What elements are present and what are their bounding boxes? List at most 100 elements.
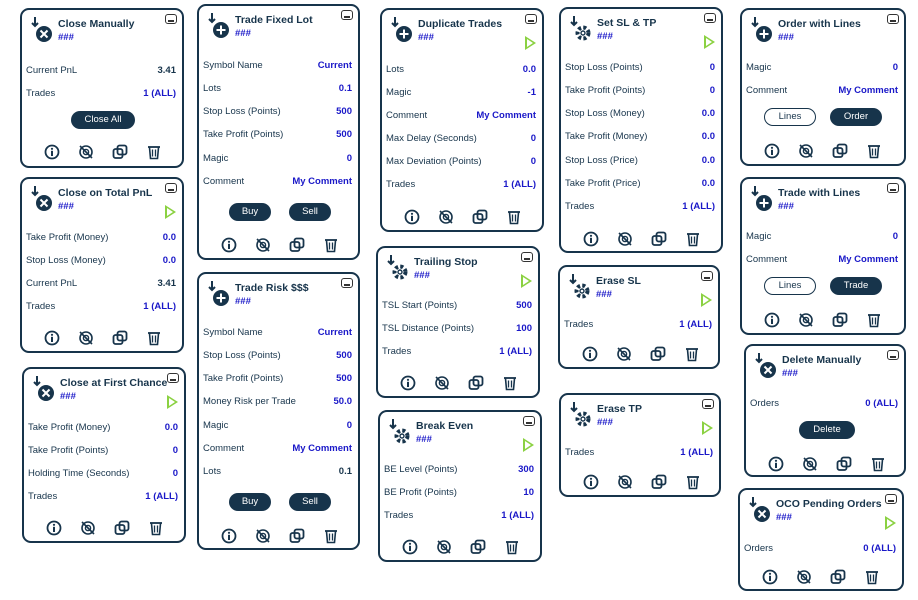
minimize-icon[interactable]: [702, 399, 714, 409]
play-icon[interactable]: [702, 421, 713, 435]
play-icon[interactable]: [165, 205, 176, 219]
info-icon[interactable]: [583, 474, 599, 490]
trash-icon[interactable]: [866, 312, 882, 328]
minimize-icon[interactable]: [887, 350, 899, 360]
trash-icon[interactable]: [684, 346, 700, 362]
order-button[interactable]: Order: [830, 108, 882, 126]
duplicate-icon[interactable]: [112, 144, 128, 160]
info-icon[interactable]: [221, 528, 237, 544]
no-magic-icon[interactable]: [78, 330, 94, 346]
no-magic-icon[interactable]: [617, 231, 633, 247]
panel-header: Duplicate Trades ###: [382, 10, 542, 50]
no-magic-icon[interactable]: [434, 375, 450, 391]
play-icon[interactable]: [885, 516, 896, 530]
duplicate-icon[interactable]: [468, 375, 484, 391]
close-all-button[interactable]: Close All: [71, 111, 135, 129]
no-magic-icon[interactable]: [438, 209, 454, 225]
play-icon[interactable]: [523, 438, 534, 452]
row-take-profit-price: Take Profit (Price) 0.0: [565, 178, 715, 189]
trash-icon[interactable]: [148, 520, 164, 536]
duplicate-icon[interactable]: [650, 346, 666, 362]
duplicate-icon[interactable]: [830, 569, 846, 585]
duplicate-icon[interactable]: [289, 528, 305, 544]
trash-icon[interactable]: [146, 330, 162, 346]
duplicate-icon[interactable]: [836, 456, 852, 472]
no-magic-icon[interactable]: [255, 237, 271, 253]
play-icon[interactable]: [704, 35, 715, 49]
lines-button[interactable]: Lines: [764, 108, 816, 126]
buy-button[interactable]: Buy: [229, 493, 271, 511]
info-icon[interactable]: [762, 569, 778, 585]
minimize-icon[interactable]: [887, 14, 899, 24]
trash-icon[interactable]: [504, 539, 520, 555]
buy-button[interactable]: Buy: [229, 203, 271, 221]
info-icon[interactable]: [582, 346, 598, 362]
trash-icon[interactable]: [685, 474, 701, 490]
lines-button[interactable]: Lines: [764, 277, 816, 295]
minimize-icon[interactable]: [165, 14, 177, 24]
minimize-icon[interactable]: [341, 10, 353, 20]
no-magic-icon[interactable]: [802, 456, 818, 472]
info-icon[interactable]: [402, 539, 418, 555]
info-icon[interactable]: [404, 209, 420, 225]
trash-icon[interactable]: [323, 528, 339, 544]
trash-icon[interactable]: [502, 375, 518, 391]
no-magic-icon[interactable]: [616, 346, 632, 362]
info-icon[interactable]: [44, 330, 60, 346]
no-magic-icon[interactable]: [798, 143, 814, 159]
info-icon[interactable]: [221, 237, 237, 253]
panel-title: Set SL & TP: [597, 17, 657, 29]
row-comment: Comment My Comment: [203, 443, 352, 454]
duplicate-icon[interactable]: [112, 330, 128, 346]
trash-icon[interactable]: [864, 569, 880, 585]
minimize-icon[interactable]: [523, 416, 535, 426]
trash-icon[interactable]: [866, 143, 882, 159]
minimize-icon[interactable]: [521, 252, 533, 262]
minimize-icon[interactable]: [885, 494, 897, 504]
info-icon[interactable]: [46, 520, 62, 536]
sell-button[interactable]: Sell: [289, 203, 331, 221]
duplicate-icon[interactable]: [832, 312, 848, 328]
info-icon[interactable]: [764, 143, 780, 159]
no-magic-icon[interactable]: [617, 474, 633, 490]
duplicate-icon[interactable]: [289, 237, 305, 253]
trade-button[interactable]: Trade: [830, 277, 882, 295]
trash-icon[interactable]: [146, 144, 162, 160]
info-icon[interactable]: [764, 312, 780, 328]
minimize-icon[interactable]: [887, 183, 899, 193]
duplicate-icon[interactable]: [832, 143, 848, 159]
duplicate-icon[interactable]: [651, 231, 667, 247]
delete-button[interactable]: Delete: [799, 421, 855, 439]
play-icon[interactable]: [525, 36, 536, 50]
info-icon[interactable]: [44, 144, 60, 160]
duplicate-icon[interactable]: [114, 520, 130, 536]
play-icon[interactable]: [701, 293, 712, 307]
trash-icon[interactable]: [323, 237, 339, 253]
no-magic-icon[interactable]: [798, 312, 814, 328]
duplicate-icon[interactable]: [472, 209, 488, 225]
play-icon[interactable]: [521, 274, 532, 288]
no-magic-icon[interactable]: [796, 569, 812, 585]
no-magic-icon[interactable]: [255, 528, 271, 544]
info-icon[interactable]: [400, 375, 416, 391]
trash-icon[interactable]: [870, 456, 886, 472]
trash-icon[interactable]: [685, 231, 701, 247]
play-icon[interactable]: [167, 395, 178, 409]
minimize-icon[interactable]: [167, 373, 179, 383]
minimize-icon[interactable]: [704, 13, 716, 23]
trash-icon[interactable]: [506, 209, 522, 225]
no-magic-icon[interactable]: [80, 520, 96, 536]
duplicate-icon[interactable]: [651, 474, 667, 490]
info-icon[interactable]: [583, 231, 599, 247]
sell-button[interactable]: Sell: [289, 493, 331, 511]
no-magic-icon[interactable]: [78, 144, 94, 160]
no-magic-icon[interactable]: [436, 539, 452, 555]
minimize-icon[interactable]: [165, 183, 177, 193]
row-magic: Magic 0: [203, 420, 352, 431]
minimize-icon[interactable]: [341, 278, 353, 288]
info-icon[interactable]: [768, 456, 784, 472]
panel-duplicate-trades: Duplicate Trades ### Lots 0.0 Magic -1 Com…: [380, 8, 544, 232]
minimize-icon[interactable]: [701, 271, 713, 281]
duplicate-icon[interactable]: [470, 539, 486, 555]
minimize-icon[interactable]: [525, 14, 537, 24]
